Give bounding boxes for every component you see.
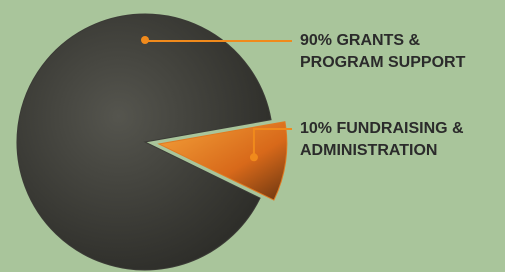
slice-label: 10% FUNDRAISING & ADMINISTRATION — [300, 118, 500, 162]
slice-label: 90% GRANTS & PROGRAM SUPPORT — [300, 30, 500, 74]
page: (() => { const data = JSON.parse(documen… — [0, 0, 505, 272]
leader-dot — [250, 153, 258, 161]
leader-dot — [141, 36, 149, 44]
leader-line — [145, 40, 292, 41]
